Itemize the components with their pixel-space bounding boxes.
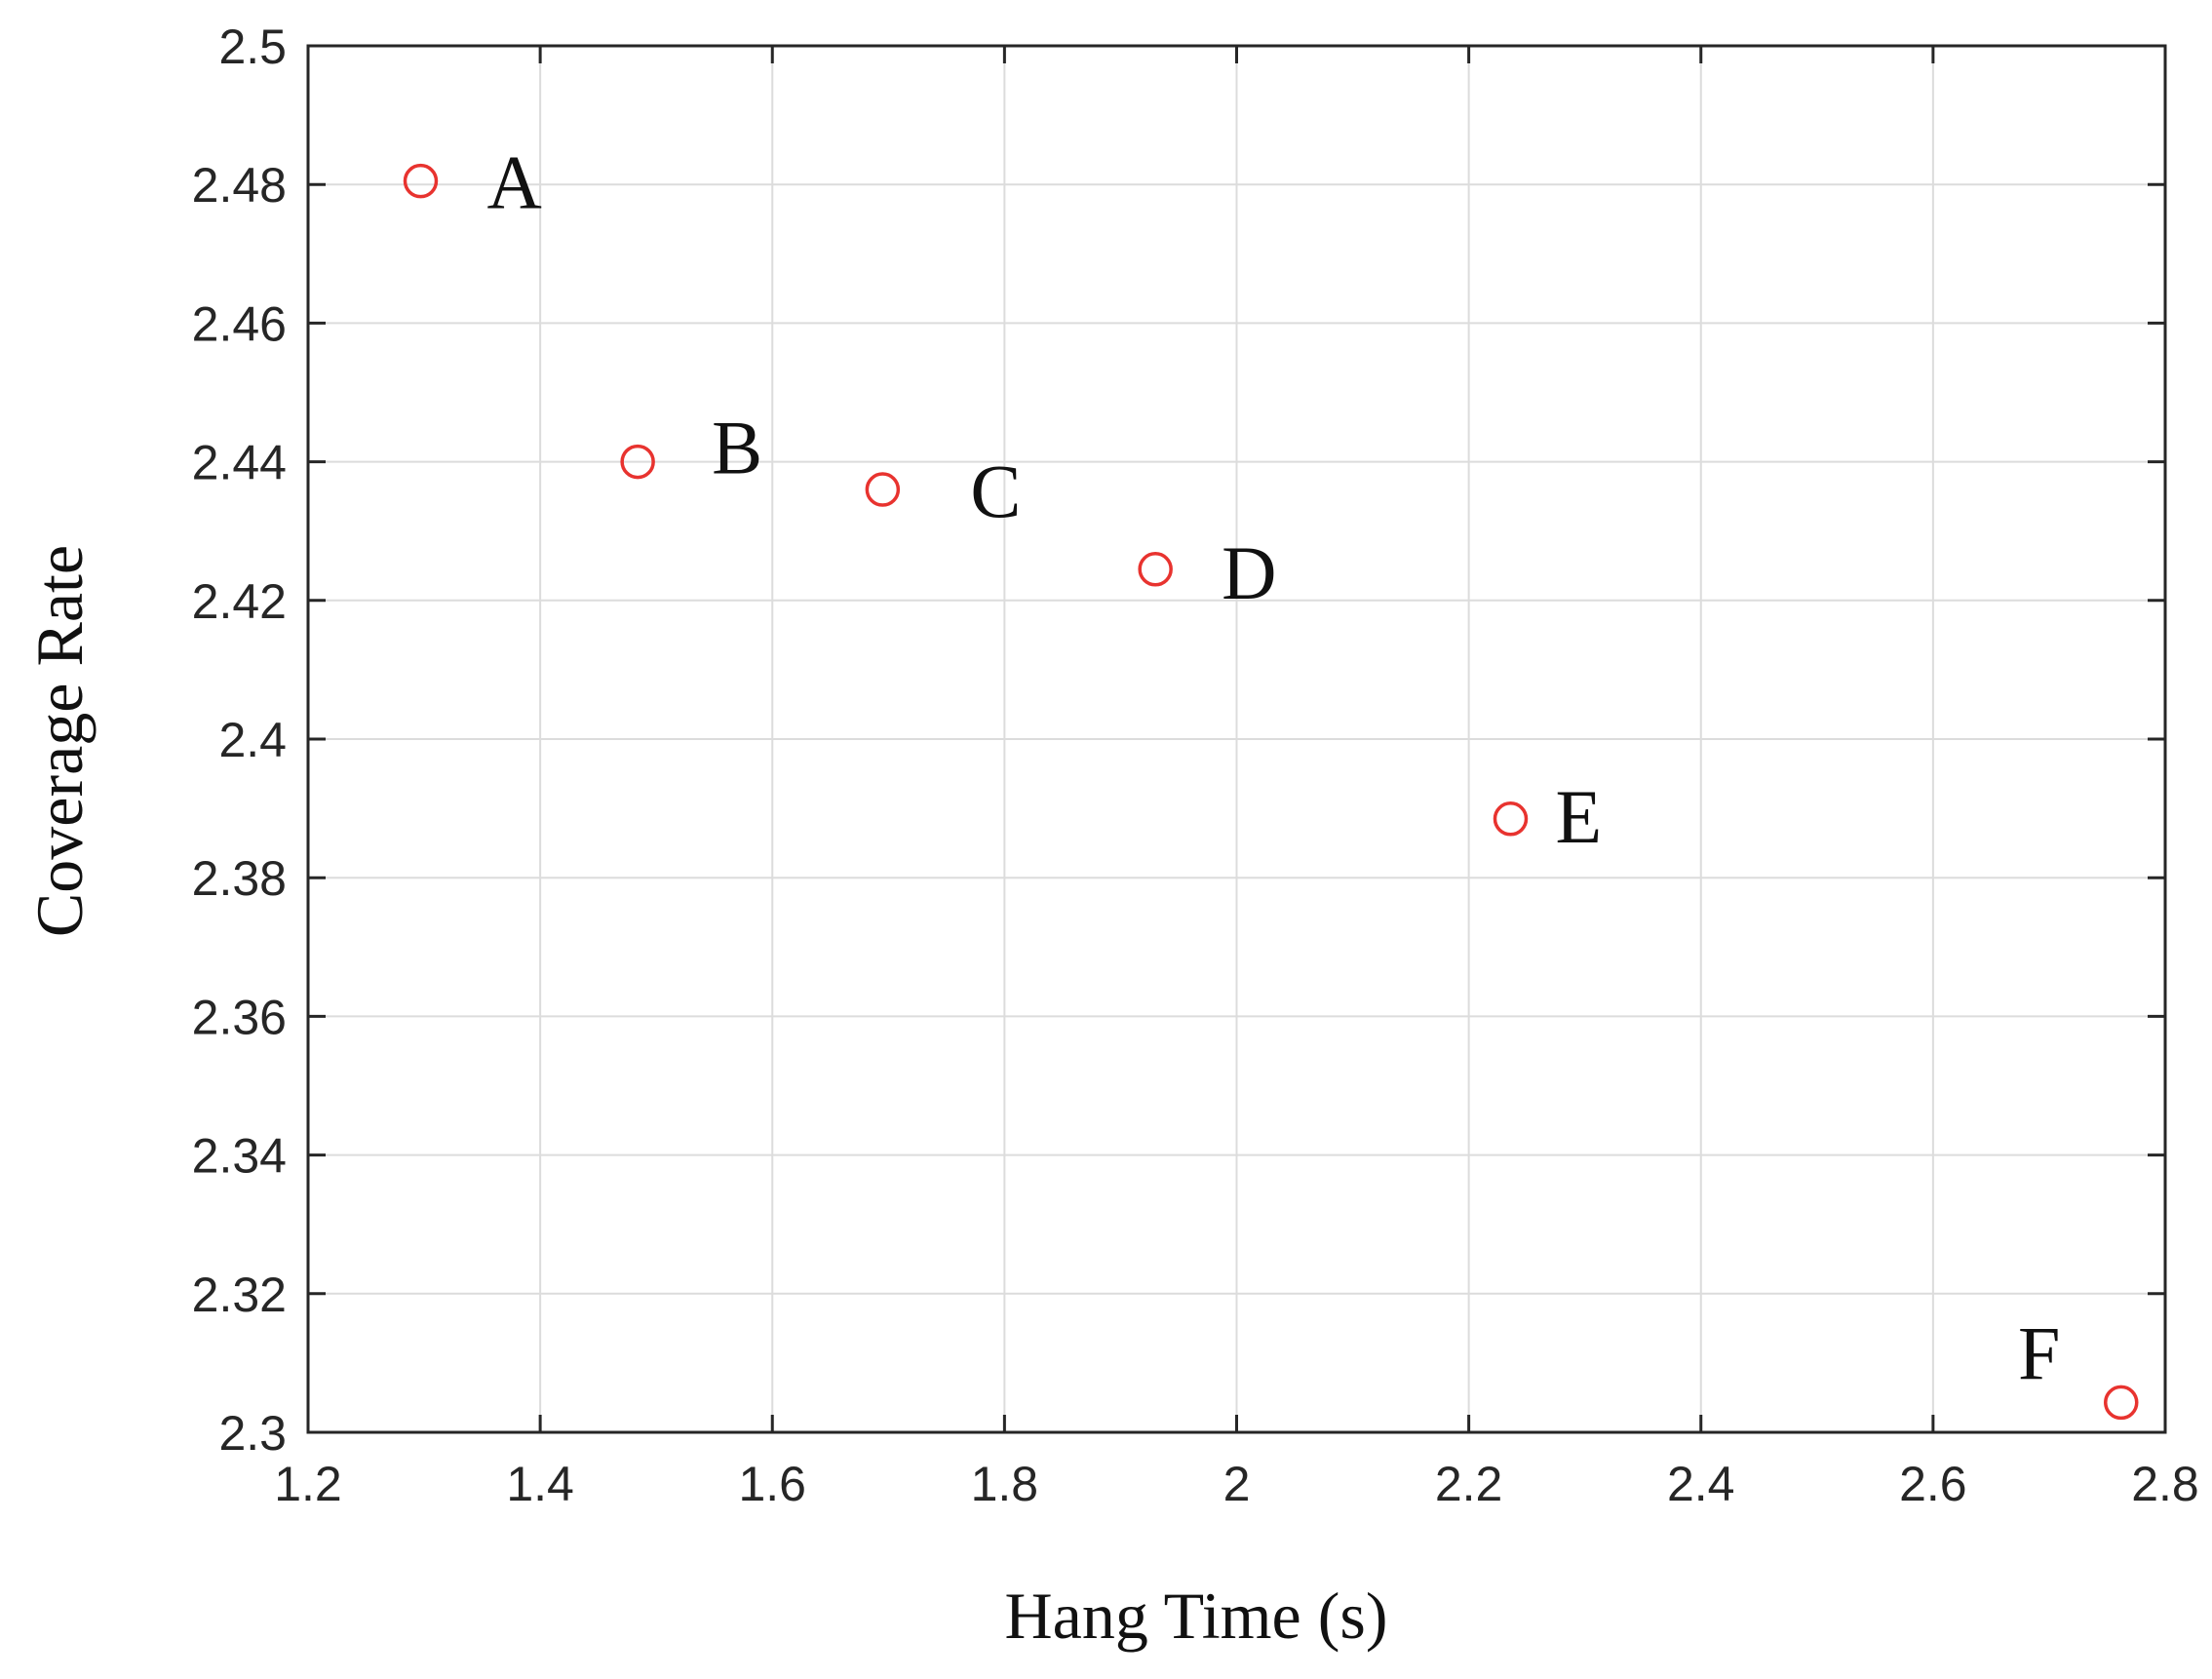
x-tick-label: 2.8 [2131, 1457, 2199, 1511]
y-tick-label: 2.3 [218, 1406, 287, 1461]
point-label-e: E [1555, 774, 1602, 859]
data-point-b [620, 444, 655, 480]
x-tick-label: 1.8 [971, 1457, 1039, 1511]
data-point-c [865, 472, 901, 507]
y-tick-label: 2.34 [192, 1129, 287, 1184]
y-tick-label: 2.44 [192, 436, 287, 490]
data-points [403, 163, 2139, 1421]
y-tick-label: 2.42 [192, 574, 287, 629]
y-axis-label: Coverage Rate [22, 545, 97, 937]
y-tick-label: 2.5 [218, 20, 287, 74]
y-tick-label: 2.36 [192, 990, 287, 1044]
data-point-a [403, 163, 439, 199]
point-labels: A B C D E F [486, 140, 2060, 1396]
x-tick-label: 2.4 [1667, 1457, 1735, 1511]
x-axis-label: Hang Time (s) [1005, 1579, 1388, 1653]
point-label-b: B [712, 406, 762, 490]
point-label-c: C [970, 449, 1021, 533]
y-tick-labels: 2.3 2.32 2.34 2.36 2.38 2.4 2.42 2.44 2.46 2.48 2.… [192, 20, 287, 1461]
point-label-f: F [2018, 1310, 2060, 1395]
x-tick-label: 1.6 [738, 1457, 806, 1511]
y-tick-label: 2.46 [192, 296, 287, 351]
point-label-d: D [1222, 530, 1276, 615]
x-tick-label: 1.4 [506, 1457, 574, 1511]
axis-ticks [306, 44, 2167, 1434]
x-tick-labels: 1.2 1.4 1.6 1.8 2 2.2 2.4 2.6 2.8 [274, 1457, 2199, 1511]
y-tick-label: 2.4 [218, 713, 287, 767]
grid [307, 45, 2166, 1433]
x-tick-label: 1.2 [274, 1457, 342, 1511]
x-tick-label: 2.2 [1435, 1457, 1503, 1511]
data-point-f [2104, 1385, 2139, 1421]
data-point-e [1493, 801, 1529, 837]
x-tick-label: 2 [1223, 1457, 1251, 1511]
y-tick-label: 2.48 [192, 158, 287, 213]
x-tick-label: 2.6 [1899, 1457, 1967, 1511]
y-tick-label: 2.32 [192, 1268, 287, 1322]
data-point-d [1138, 552, 1173, 587]
point-label-a: A [486, 140, 541, 225]
y-tick-label: 2.38 [192, 851, 287, 906]
